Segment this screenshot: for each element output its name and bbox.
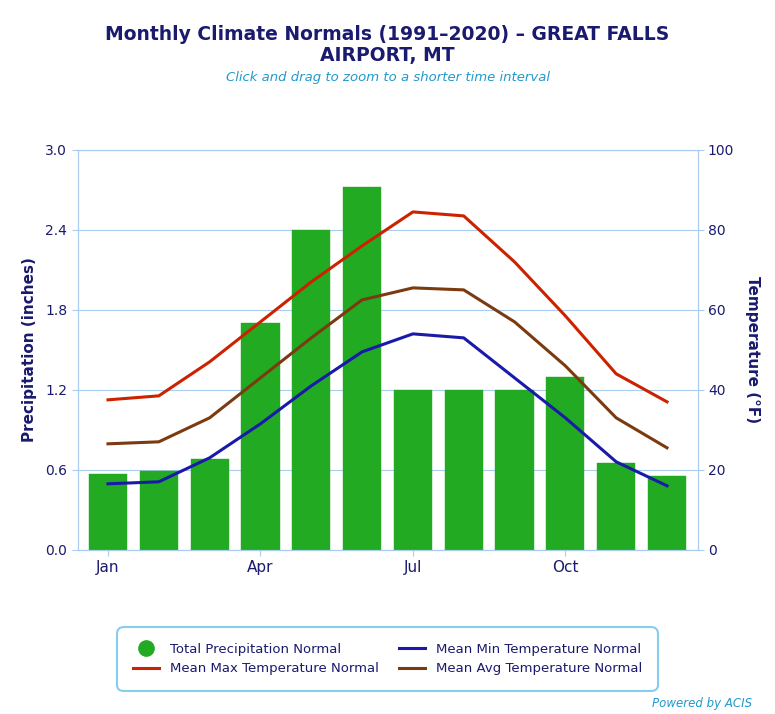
Y-axis label: Temperature (°F): Temperature (°F) xyxy=(746,276,760,423)
Bar xyxy=(597,463,636,550)
Bar xyxy=(546,376,584,550)
Bar xyxy=(89,474,127,550)
Bar xyxy=(394,390,432,550)
Text: Monthly Climate Normals (1991–2020) – GREAT FALLS: Monthly Climate Normals (1991–2020) – GR… xyxy=(105,25,670,44)
Bar xyxy=(445,390,483,550)
Bar xyxy=(648,476,686,550)
Text: Click and drag to zoom to a shorter time interval: Click and drag to zoom to a shorter time… xyxy=(226,71,549,84)
Legend: Total Precipitation Normal, Mean Max Temperature Normal, Mean Min Temperature No: Total Precipitation Normal, Mean Max Tem… xyxy=(122,633,653,686)
Bar xyxy=(343,187,381,550)
Text: Powered by ACIS: Powered by ACIS xyxy=(652,698,752,710)
Bar xyxy=(140,471,178,550)
Bar xyxy=(191,459,229,550)
Bar xyxy=(241,323,280,550)
Bar xyxy=(292,230,330,550)
Bar xyxy=(495,390,534,550)
Y-axis label: Precipitation (inches): Precipitation (inches) xyxy=(22,258,36,442)
Text: AIRPORT, MT: AIRPORT, MT xyxy=(320,46,455,66)
